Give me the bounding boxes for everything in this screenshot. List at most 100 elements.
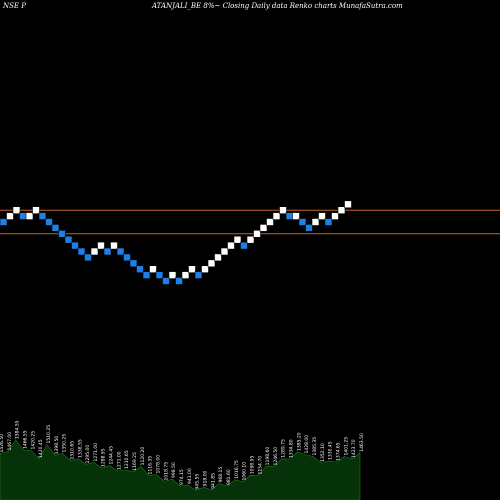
renko-brick-up	[220, 247, 229, 256]
renko-brick-down	[45, 218, 53, 226]
renko-brick-up	[246, 235, 255, 244]
renko-brick-up	[266, 218, 274, 226]
volume-label: 1510.25	[46, 425, 52, 444]
renko-brick-down	[103, 247, 112, 256]
renko-brick-down	[298, 218, 307, 226]
volume-label: 1078.00	[156, 455, 162, 474]
renko-brick-up	[292, 212, 300, 220]
volume-label: 1295.00	[85, 445, 91, 464]
volume-label: 1334.80	[289, 439, 295, 458]
renko-brick-down	[240, 241, 248, 250]
chart-title: ATANJALI_BE 8%~ Closing Daily data Renko…	[152, 2, 403, 10]
volume-label: 1398.50	[54, 436, 60, 455]
volume-area	[0, 439, 361, 500]
volume-label: 941.85	[210, 473, 216, 489]
volume-label: 1401.25	[343, 437, 349, 456]
volume-label: 1423.70	[351, 439, 357, 458]
renko-brick-down	[19, 212, 27, 220]
volume-label: 1467.00	[7, 432, 13, 451]
volume-label: 974.15	[179, 469, 185, 485]
volume-label: 1420.45	[38, 439, 44, 458]
renko-brick-down	[305, 224, 313, 232]
renko-bricks	[0, 200, 352, 285]
renko-brick-down	[129, 259, 138, 268]
renko-brick-down	[194, 271, 203, 279]
renko-brick-up	[227, 241, 235, 250]
volume-label: 1271.00	[116, 451, 122, 470]
renko-brick-down	[162, 277, 170, 285]
volume-label: 1466.55	[23, 430, 29, 449]
renko-brick-down	[58, 230, 66, 238]
renko-brick-down	[136, 265, 144, 274]
renko-brick-up	[201, 265, 209, 274]
renko-brick-up	[337, 206, 346, 214]
renko-brick-down	[84, 253, 92, 262]
volume-label: 1246.50	[273, 447, 279, 466]
renko-brick-up	[188, 265, 196, 274]
renko-brick-down	[77, 247, 86, 256]
renko-brick-down	[51, 224, 60, 232]
renko-brick-up	[233, 235, 242, 244]
renko-brick-up	[32, 206, 40, 214]
renko-brick-up	[6, 212, 14, 220]
renko-brick-up	[253, 230, 261, 238]
volume-label: 1428.00	[304, 435, 310, 454]
volume-label: 1289.75	[281, 439, 287, 458]
volume-label: 918.00	[202, 470, 208, 486]
renko-brick-up	[318, 212, 326, 220]
volume-label: 1154.70	[257, 456, 263, 475]
volume-label: 1018.75	[163, 462, 169, 481]
volume-label: 1244.45	[109, 446, 115, 465]
volume-label: 1120.20	[140, 447, 146, 466]
volume-label: 1350.25	[62, 434, 68, 453]
volume-label: 1338.55	[77, 439, 83, 458]
renko-brick-down	[285, 212, 294, 220]
volume-label: 1210.65	[124, 450, 130, 469]
renko-brick-down	[0, 218, 8, 226]
volume-label: 1426.50	[0, 434, 5, 453]
renko-brick-up	[12, 206, 21, 214]
renko-brick-up	[168, 271, 177, 279]
volume-panel	[0, 439, 361, 500]
volume-label: 1330.45	[328, 441, 334, 460]
volume-label: 945.55	[195, 474, 201, 490]
volume-label: 1116.35	[148, 456, 154, 475]
renko-brick-down	[142, 271, 151, 279]
volume-label: 1584.55	[15, 420, 21, 439]
renko-brick-up	[149, 265, 157, 274]
volume-label: 998.50	[171, 462, 177, 478]
chart-title-exchange: NSE P	[3, 2, 26, 10]
renko-brick-down	[175, 277, 183, 285]
renko-brick-up	[272, 212, 281, 220]
reference-lines	[0, 209, 500, 235]
renko-brick-up	[214, 253, 222, 262]
renko-brick-down	[116, 247, 125, 256]
volume-label: 1310.65	[69, 441, 75, 460]
renko-brick-down	[71, 241, 79, 250]
volume-label: 968.15	[218, 467, 224, 483]
volume-label: 1385.35	[312, 437, 318, 456]
renko-brick-up	[207, 259, 216, 268]
volume-label: 1374.65	[336, 442, 342, 461]
renko-brick-up	[25, 212, 34, 220]
renko-brick-up	[181, 271, 190, 279]
renko-brick-up	[259, 224, 268, 232]
renko-brick-down	[64, 235, 73, 244]
renko-brick-down	[123, 253, 131, 262]
volume-label: 1352.10	[320, 443, 326, 462]
volume-label: 981.60	[226, 469, 232, 485]
volume-label: 1060.10	[242, 462, 248, 481]
renko-brick-up	[311, 218, 320, 226]
volume-label: 1463.50	[359, 433, 365, 452]
renko-brick-up	[90, 247, 99, 256]
volume-label: 1288.95	[101, 448, 107, 467]
renko-brick-up	[279, 206, 287, 214]
renko-brick-up	[344, 200, 352, 209]
volume-label: 1016.75	[234, 460, 240, 479]
renko-brick-up	[331, 212, 339, 220]
volume-label: 1198.60	[265, 447, 271, 466]
renko-brick-down	[324, 218, 333, 226]
renko-brick-up	[97, 241, 105, 250]
renko-brick-down	[38, 212, 47, 220]
